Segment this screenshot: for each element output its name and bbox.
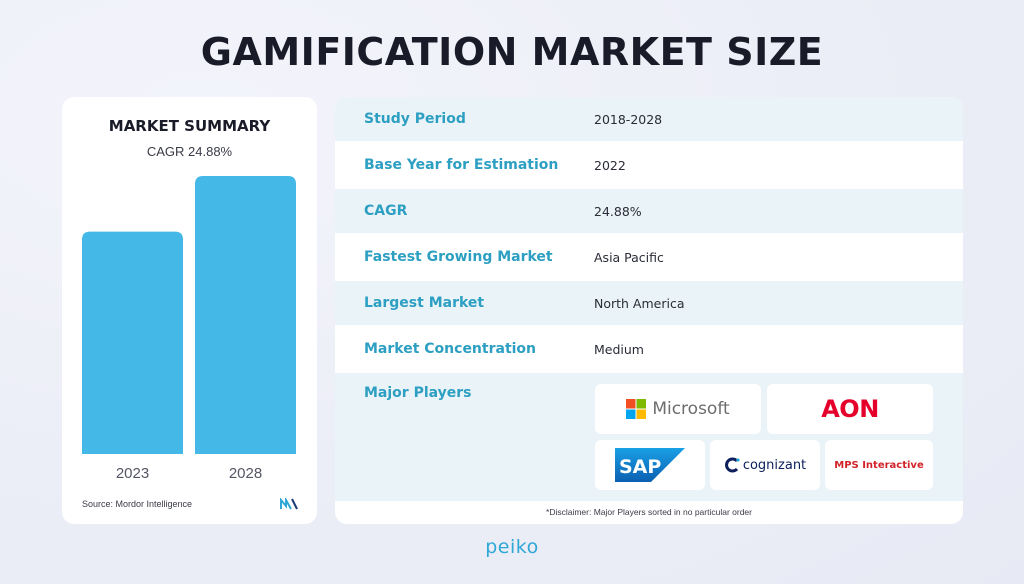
row-label: Base Year for Estimation [364,157,559,173]
row-label: Fastest Growing Market [364,249,553,265]
table-row: Base Year for Estimation 2022 [335,143,963,187]
bar-2023 [82,231,183,454]
peiko-brand-logo: peiko [485,536,539,558]
row-value: Medium [594,341,644,357]
mordor-intelligence-logo-icon [280,498,298,510]
cognizant-logo-text: cognizant [742,457,807,473]
sap-logo-icon: SAP [615,448,685,482]
table-row: Market Concentration Medium [335,327,963,371]
aon-logo: AON [767,384,933,434]
source-note: Source: Mordor Intelligence [82,499,193,509]
row-value: 2022 [594,157,626,173]
microsoft-logo: Microsoft [595,384,761,434]
row-value: Asia Pacific [594,249,664,265]
disclaimer: *Disclaimer: Major Players sorted in no … [546,507,752,517]
microsoft-logo-text: Microsoft [652,399,730,419]
table-row: Study Period 2018-2028 [335,97,963,141]
mps-logo-text: MPS Interactive [834,459,924,471]
x-tick-label: 2023 [116,465,149,482]
row-label: Market Concentration [364,341,537,357]
sap-logo-text: SAP [619,456,661,478]
x-tick-label: 2028 [229,465,262,482]
players-label: Major Players [364,385,472,401]
table-row: Largest Market North America [335,281,963,325]
table-row: CAGR 24.88% [335,189,963,233]
row-value: 2018-2028 [594,111,663,127]
row-label: Largest Market [364,295,485,311]
aon-logo-text: AON [821,395,879,423]
cognizant-logo: cognizant [710,440,820,490]
microsoft-windows-icon [626,399,647,419]
page-title: GAMIFICATION MARKET SIZE [200,30,824,74]
cognizant-icon [724,457,740,473]
market-summary-card: MARKET SUMMARY CAGR 24.88% 2023 2028 Sour… [62,97,317,524]
summary-heading: MARKET SUMMARY [108,117,271,135]
major-players-section: Major Players Microsoft AON [335,373,963,501]
mps-interactive-logo: MPS Interactive [825,440,933,490]
table-row: Fastest Growing Market Asia Pacific [335,235,963,279]
bar-2028 [195,176,296,454]
row-label: CAGR [364,203,408,219]
market-info-table: Study Period 2018-2028 Base Year for Est… [335,97,963,524]
row-value: 24.88% [594,203,642,219]
bar-chart: 2023 2028 [82,176,296,482]
row-value: North America [594,295,685,311]
sap-logo: SAP [595,440,705,490]
cagr-subtitle: CAGR 24.88% [146,144,233,159]
row-label: Study Period [364,111,466,127]
